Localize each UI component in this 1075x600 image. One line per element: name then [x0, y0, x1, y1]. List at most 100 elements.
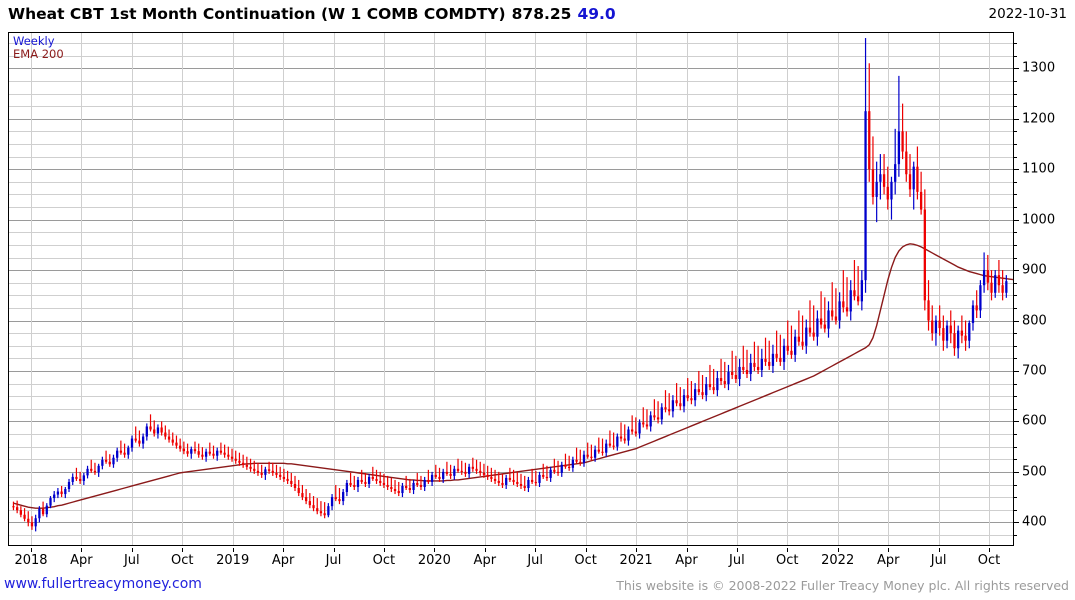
gridline-minor — [9, 358, 1013, 360]
x-tick-label: 2020 — [417, 553, 451, 568]
y-tick-minor — [1014, 408, 1017, 410]
y-tick-label: 1000 — [1022, 212, 1056, 228]
x-tick-label: Apr — [271, 553, 295, 568]
gridline-vertical — [585, 33, 587, 545]
gridline-minor — [9, 307, 1013, 309]
x-tick-mark — [232, 548, 234, 552]
x-tick-label: 2021 — [619, 553, 653, 568]
gridline-minor — [9, 295, 1013, 297]
gridline-major — [9, 219, 1013, 221]
gridline-minor — [9, 207, 1013, 208]
y-tick-minor — [1014, 497, 1017, 499]
y-tick-minor — [1014, 144, 1017, 145]
chart-header: Wheat CBT 1st Month Continuation (W 1 CO… — [8, 2, 616, 26]
y-tick-minor — [1014, 207, 1017, 208]
x-tick-label: Oct — [977, 553, 1001, 568]
gridline-minor — [9, 497, 1013, 499]
gridline-minor — [9, 534, 1013, 536]
gridline-minor — [9, 156, 1013, 158]
y-tick-minor — [1014, 194, 1017, 196]
y-tick-minor — [1014, 106, 1017, 108]
y-tick-minor — [1014, 295, 1017, 297]
price-change: 49.0 — [577, 5, 616, 23]
gridline-minor — [9, 333, 1013, 335]
x-tick-label: Jul — [729, 553, 745, 568]
gridline-minor — [9, 459, 1013, 461]
gridline-minor — [9, 194, 1013, 196]
y-tick-minor — [1014, 434, 1017, 435]
y-tick-minor — [1014, 446, 1017, 448]
y-tick-mark — [1014, 169, 1019, 171]
gridline-vertical — [182, 33, 184, 545]
y-tick-minor — [1014, 383, 1017, 385]
y-tick-minor — [1014, 80, 1017, 82]
gridline-vertical — [938, 33, 940, 545]
gridline-vertical — [131, 33, 133, 545]
y-tick-minor — [1014, 534, 1017, 536]
y-tick-minor — [1014, 509, 1017, 511]
gridline-minor — [9, 434, 1013, 435]
gridline-minor — [9, 93, 1013, 95]
last-price: 878.25 — [511, 5, 572, 23]
gridline-vertical — [81, 33, 83, 545]
gridline-minor — [9, 257, 1013, 259]
x-tick-label: Jul — [527, 553, 544, 568]
y-tick-label: 600 — [1022, 413, 1047, 429]
y-tick-label: 800 — [1022, 313, 1047, 328]
x-tick-mark — [182, 548, 184, 552]
x-tick-mark — [484, 548, 486, 552]
site-url[interactable]: www.fullertreacymoney.com — [4, 576, 202, 592]
y-tick-mark — [1014, 471, 1019, 473]
x-tick-label: Oct — [372, 553, 396, 568]
gridline-minor — [9, 80, 1013, 82]
y-tick-minor — [1014, 333, 1017, 335]
y-tick-mark — [1014, 421, 1019, 423]
y-tick-mark — [1014, 219, 1019, 221]
x-tick-mark — [636, 548, 638, 552]
gridline-minor — [9, 345, 1013, 347]
y-tick-minor — [1014, 131, 1017, 133]
gridline-minor — [9, 232, 1013, 234]
x-tick-label: Apr — [473, 553, 497, 568]
gridline-vertical — [434, 33, 436, 545]
gridline-minor — [9, 43, 1013, 45]
candlestick-series — [12, 38, 1008, 532]
x-tick-label: 2019 — [216, 553, 250, 568]
gridline-vertical — [989, 33, 990, 545]
x-tick-mark — [585, 548, 587, 552]
page-title: Wheat CBT 1st Month Continuation (W 1 CO… — [8, 5, 506, 23]
gridline-major — [9, 522, 1013, 524]
y-tick-label: 400 — [1022, 514, 1047, 530]
gridline-major — [9, 320, 1013, 322]
y-tick-minor — [1014, 307, 1017, 309]
y-tick-minor — [1014, 282, 1017, 284]
gridline-minor — [9, 446, 1013, 448]
gridline-minor — [9, 509, 1013, 511]
y-tick-minor — [1014, 55, 1017, 57]
x-tick-mark — [888, 548, 890, 552]
gridline-minor — [9, 484, 1013, 486]
y-tick-mark — [1014, 522, 1019, 524]
gridline-vertical — [736, 33, 738, 545]
x-tick-label: Apr — [675, 553, 698, 568]
gridline-minor — [9, 106, 1013, 108]
gridline-minor — [9, 383, 1013, 385]
y-axis: 400 500 600 700 800 900 1000 1100 1200 1300 — [1014, 32, 1075, 546]
x-tick-mark — [535, 548, 537, 552]
chart-legend: Weekly EMA 200 — [13, 34, 64, 61]
x-tick-mark — [434, 548, 436, 552]
x-tick-mark — [736, 548, 738, 552]
x-tick-mark — [989, 548, 990, 552]
gridline-major — [9, 270, 1013, 272]
gridline-vertical — [686, 33, 688, 545]
x-tick-label: Apr — [876, 553, 900, 568]
y-tick-label: 500 — [1022, 464, 1047, 480]
gridline-vertical — [787, 33, 789, 545]
plot-area: Weekly EMA 200 — [8, 32, 1014, 546]
as-of-date: 2022-10-31 — [988, 6, 1067, 22]
y-tick-mark — [1014, 270, 1019, 272]
x-tick-label: 2018 — [14, 553, 48, 568]
y-tick-mark — [1014, 118, 1019, 120]
gridline-vertical — [283, 33, 285, 545]
y-tick-minor — [1014, 156, 1017, 158]
